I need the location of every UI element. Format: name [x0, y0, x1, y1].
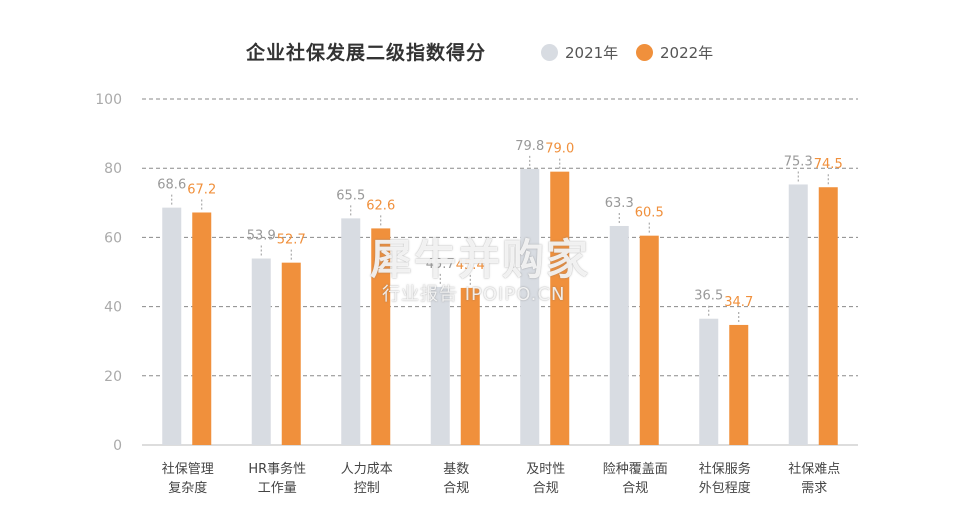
bar-2021-5: [609, 225, 629, 445]
x-tick-label-6-0: 社保服务: [699, 461, 751, 477]
y-tick-label-60: 60: [104, 230, 122, 246]
data-label-2022-4: 79.0: [545, 142, 574, 157]
bar-2022-6: [729, 324, 749, 445]
data-label-2022-1: 52.7: [277, 233, 306, 248]
x-tick-label-0-0: 社保管理: [162, 461, 214, 477]
data-label-2022-0: 67.2: [187, 182, 216, 197]
data-label-2021-6: 36.5: [694, 289, 723, 304]
data-label-2021-5: 63.3: [605, 196, 634, 211]
x-tick-label-5-1: 合规: [622, 481, 648, 496]
data-label-2022-6: 34.7: [724, 295, 753, 310]
data-label-2021-2: 65.5: [336, 188, 365, 203]
legend-swatch-2022: [636, 43, 653, 61]
bar-2021-0: [162, 207, 182, 445]
x-tick-label-7-0: 社保难点: [788, 461, 840, 477]
x-tick-label-3-1: 合规: [443, 481, 469, 496]
x-tick-label-3-0: 基数: [443, 462, 469, 477]
legend-label-2022: 2022年: [660, 43, 714, 62]
bar-2021-3: [430, 286, 450, 445]
bar-2021-2: [341, 218, 361, 445]
bar-2021-1: [251, 258, 271, 445]
legend-item-2022: 2022年: [636, 40, 713, 64]
data-label-2021-1: 53.9: [247, 229, 276, 244]
x-tick-label-1-0: HR事务性: [248, 461, 306, 477]
bar-2021-7: [788, 184, 808, 445]
data-label-2021-4: 79.8: [515, 139, 544, 154]
bar-2022-5: [639, 235, 659, 445]
data-label-2022-7: 74.5: [814, 157, 843, 172]
data-label-2021-7: 75.3: [784, 154, 813, 169]
y-tick-label-100: 100: [95, 92, 122, 108]
legend-label-2021: 2021年: [565, 43, 619, 62]
y-tick-label-0: 0: [113, 438, 122, 454]
data-label-2022-3: 45.4: [456, 258, 485, 273]
bar-2022-1: [281, 262, 301, 445]
chart-title: 企业社保发展二级指数得分: [246, 42, 487, 64]
data-label-2021-3: 45.7: [426, 257, 455, 272]
data-label-2022-2: 62.6: [366, 198, 395, 213]
y-tick-label-80: 80: [104, 161, 122, 177]
bar-2022-2: [371, 228, 391, 445]
x-tick-label-2-1: 控制: [354, 481, 380, 496]
bar-2021-6: [699, 318, 719, 445]
x-tick-label-1-1: 工作量: [258, 481, 297, 496]
bar-2022-0: [192, 212, 212, 445]
y-tick-label-20: 20: [104, 369, 122, 385]
x-tick-label-0-1: 复杂度: [168, 480, 207, 496]
legend-item-2021: 2021年: [541, 40, 618, 64]
x-tick-label-6-1: 外包程度: [699, 480, 751, 496]
x-tick-label-5-0: 险种覆盖面: [603, 462, 668, 477]
bar-2022-4: [550, 171, 570, 445]
x-tick-label-2-0: 人力成本: [341, 462, 393, 477]
data-label-2022-5: 60.5: [635, 206, 664, 221]
bar-2021-4: [520, 168, 540, 445]
y-tick-label-40: 40: [104, 300, 122, 316]
bar-2022-3: [460, 287, 480, 445]
data-label-2021-0: 68.6: [157, 178, 186, 193]
bar-2022-7: [818, 187, 838, 446]
x-tick-label-7-1: 需求: [801, 481, 827, 496]
legend-swatch-2021: [541, 43, 558, 61]
x-tick-label-4-1: 合规: [533, 481, 559, 496]
x-tick-label-4-0: 及时性: [526, 462, 565, 477]
